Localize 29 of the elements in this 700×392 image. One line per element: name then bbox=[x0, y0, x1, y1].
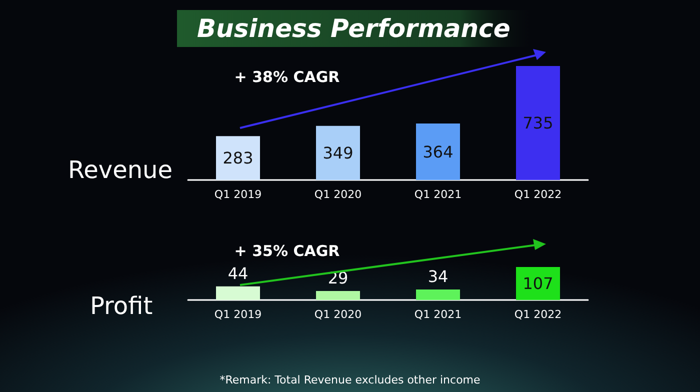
x-tick-label: Q1 2021 bbox=[414, 188, 462, 201]
x-tick-label: Q1 2020 bbox=[314, 308, 362, 321]
bar bbox=[416, 124, 460, 180]
bar bbox=[516, 66, 560, 180]
bar bbox=[216, 286, 260, 300]
chart-title: Business Performance bbox=[197, 14, 510, 43]
text: + 35% CAGR bbox=[234, 242, 340, 260]
text: *Remark: Total Revenue excludes other income bbox=[220, 374, 481, 386]
bar bbox=[216, 136, 260, 180]
x-tick-label: Q1 2021 bbox=[414, 308, 462, 321]
x-tick-label: Q1 2020 bbox=[314, 188, 362, 201]
x-tick-label: Q1 2022 bbox=[514, 308, 562, 321]
bar bbox=[316, 291, 360, 300]
y-axis-title: Profit bbox=[90, 292, 153, 320]
data-label: 107 bbox=[522, 274, 554, 293]
y-axis-title: Revenue bbox=[68, 156, 173, 184]
x-tick-label: Q1 2022 bbox=[514, 188, 562, 201]
annotation: + 38% CAGR bbox=[234, 68, 340, 86]
x-tick-label: Q1 2019 bbox=[214, 308, 262, 321]
data-label: 364 bbox=[422, 142, 454, 162]
data-label: 44 bbox=[228, 264, 248, 283]
bar bbox=[416, 290, 460, 300]
data-label: 34 bbox=[428, 267, 448, 286]
bar bbox=[316, 126, 360, 180]
data-label: 735 bbox=[522, 114, 554, 132]
x-tick-label: Q1 2019 bbox=[214, 188, 262, 201]
data-label: 349 bbox=[322, 143, 354, 162]
data-label: 283 bbox=[222, 148, 254, 168]
bar bbox=[516, 267, 560, 300]
